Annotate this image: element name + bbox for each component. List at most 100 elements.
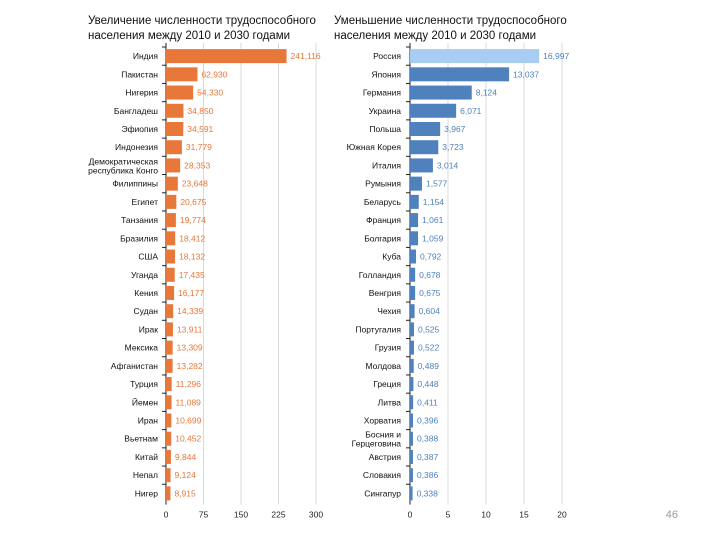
left-category-label: Нигер [135, 488, 159, 498]
right-chart-title: Уменьшение численности трудоспособного н… [334, 15, 567, 42]
right-data-label: 0,388 [417, 434, 439, 444]
left-bar [166, 85, 194, 100]
right-category-label: Италия [372, 160, 401, 170]
left-data-label: 18,132 [179, 252, 205, 262]
right-category-label: Герцеговина [352, 439, 402, 449]
right-category-label: Франция [366, 215, 401, 225]
right-category-label: Германия [363, 88, 402, 98]
left-bar [166, 413, 172, 428]
right-data-label: 1,059 [422, 233, 444, 243]
right-bar [410, 431, 413, 446]
right-bar [410, 340, 414, 355]
right-category-label: Чехия [377, 306, 401, 316]
left-data-label: 17,435 [179, 270, 205, 280]
left-data-label: 10,452 [175, 434, 201, 444]
left-bar [166, 158, 181, 173]
left-bar [166, 49, 287, 64]
left-category-label: Бразилия [120, 233, 158, 243]
right-data-label: 3,014 [437, 160, 459, 170]
right-category-label: Украина [369, 106, 402, 116]
left-category-label: республика Конго [88, 165, 158, 175]
left-category-label: Уганда [131, 270, 158, 280]
left-data-label: 54,330 [197, 88, 223, 98]
right-category-label: Австрия [369, 452, 402, 462]
left-bar [166, 249, 176, 264]
left-data-label: 241,116 [291, 51, 321, 61]
right-bar [410, 413, 414, 428]
left-bar [166, 67, 198, 82]
right-x-tick-label: 20 [557, 510, 567, 520]
left-category-label: Эфиопия [121, 124, 158, 134]
left-data-label: 10,699 [175, 416, 201, 426]
right-x-tick-label: 10 [481, 510, 491, 520]
right-bar [410, 358, 414, 373]
right-data-label: 0,525 [418, 324, 440, 334]
right-category-label: Молдова [365, 361, 401, 371]
right-data-label: 13,037 [513, 69, 539, 79]
right-bar [410, 486, 413, 501]
right-data-label: 3,967 [444, 124, 466, 134]
right-data-label: 0,604 [419, 306, 441, 316]
left-bar [166, 103, 184, 118]
left-chart-title: Увеличение численности трудоспособного н… [88, 15, 316, 42]
right-data-label: 0,386 [417, 470, 439, 480]
right-data-label: 0,411 [417, 397, 438, 407]
left-x-tick-label: 75 [199, 510, 209, 520]
right-bar [410, 267, 416, 282]
right-category-label: Греция [373, 379, 401, 389]
left-category-label: Кения [134, 288, 158, 298]
left-category-label: Афганистан [111, 361, 159, 371]
left-x-tick-label: 150 [234, 510, 248, 520]
right-bar [410, 176, 422, 191]
left-x-tick-label: 0 [164, 510, 169, 520]
right-data-label: 8,124 [476, 88, 498, 98]
right-data-label: 0,678 [419, 270, 441, 280]
left-bar [166, 140, 182, 155]
left-category-label: Непал [133, 470, 158, 480]
left-category-label: Бангладеш [114, 106, 158, 116]
right-x-tick-label: 15 [519, 510, 529, 520]
right-bar [410, 231, 419, 246]
left-bar [166, 431, 172, 446]
left-bar [166, 285, 175, 300]
left-data-label: 14,339 [177, 306, 203, 316]
left-data-label: 34,591 [187, 124, 213, 134]
left-category-label: Индия [133, 51, 159, 61]
right-category-label: Беларусь [364, 197, 402, 207]
left-x-tick-label: 225 [271, 510, 285, 520]
left-data-label: 11,089 [176, 397, 202, 407]
right-category-label: Грузия [375, 343, 402, 353]
right-category-label: Литва [378, 397, 402, 407]
left-bar [166, 231, 176, 246]
left-category-label: Судан [134, 306, 159, 316]
right-category-label: Румыния [365, 179, 401, 189]
left-category-label: Египет [132, 197, 159, 207]
left-bar [166, 340, 173, 355]
right-data-label: 0,522 [418, 343, 440, 353]
left-data-label: 20,675 [180, 197, 206, 207]
left-category-label: Танзания [121, 215, 158, 225]
page-number: 46 [665, 509, 678, 521]
right-data-label: 0,387 [417, 452, 439, 462]
left-bar [166, 468, 171, 483]
right-data-label: 0,489 [418, 361, 440, 371]
right-bar [410, 140, 439, 155]
left-bar [166, 358, 173, 373]
right-bar [410, 249, 417, 264]
left-bar [166, 176, 178, 191]
right-data-label: 0,338 [417, 488, 439, 498]
left-x-tick-label: 300 [309, 510, 323, 520]
right-category-label: Сингапур [364, 488, 401, 498]
right-category-label: Хорватия [364, 416, 402, 426]
left-category-label: Мексика [125, 343, 159, 353]
right-bar [410, 285, 416, 300]
left-bar [166, 395, 172, 410]
right-bar [410, 449, 413, 464]
left-data-label: 9,844 [175, 452, 197, 462]
left-data-label: 18,412 [179, 233, 205, 243]
left-data-label: 23,648 [182, 179, 208, 189]
left-data-label: 13,282 [177, 361, 203, 371]
left-bar [166, 486, 171, 501]
left-data-label: 28,353 [184, 160, 210, 170]
left-category-label: Нигерия [125, 88, 158, 98]
